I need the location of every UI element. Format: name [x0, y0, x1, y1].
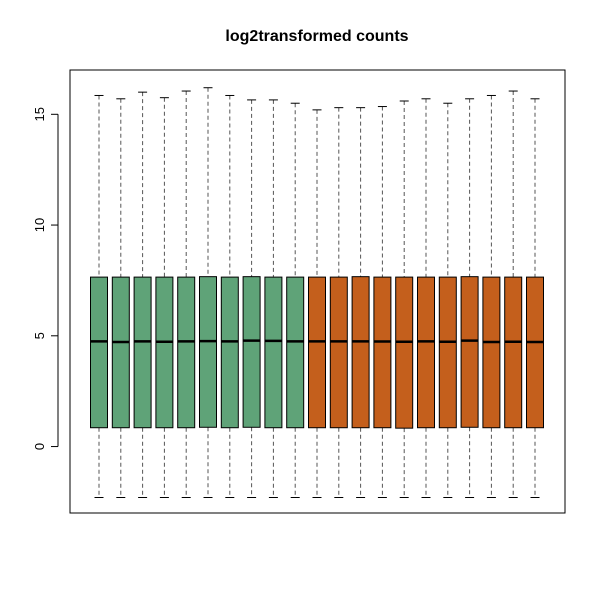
box-iqr: [351, 276, 370, 429]
box-2: [111, 98, 130, 498]
box-iqr: [133, 276, 152, 429]
plot-frame: [69, 69, 566, 514]
y-tick-label: 5: [32, 332, 47, 339]
box-7: [220, 94, 239, 498]
box-15: [395, 100, 414, 498]
box-1: [90, 94, 108, 498]
box-iqr: [286, 276, 305, 429]
box-19: [482, 94, 501, 498]
box-14: [373, 106, 392, 498]
box-iqr: [482, 276, 501, 429]
box-16: [417, 98, 435, 498]
box-12: [329, 107, 348, 498]
box-8: [242, 99, 261, 498]
y-axis: 0 5 10 15: [32, 107, 59, 450]
box-iqr: [199, 276, 217, 428]
box-17: [438, 102, 457, 498]
box-10: [286, 102, 305, 498]
box-iqr: [460, 276, 479, 428]
y-tick-label: 10: [32, 218, 47, 232]
box-iqr: [329, 276, 348, 429]
box-6: [199, 87, 217, 498]
box-iqr: [526, 276, 544, 429]
box-iqr: [373, 276, 392, 429]
box-iqr: [220, 276, 239, 429]
box-iqr: [90, 276, 108, 429]
box-3: [133, 91, 152, 498]
box-5: [177, 90, 196, 498]
box-iqr: [395, 276, 414, 429]
box-13: [351, 107, 370, 498]
box-iqr: [438, 276, 457, 429]
box-iqr: [111, 276, 130, 429]
box-iqr: [504, 276, 523, 429]
y-tick-label: 0: [32, 443, 47, 450]
box-9: [264, 99, 283, 498]
box-iqr: [155, 276, 174, 429]
box-iqr: [177, 276, 196, 429]
box-4: [155, 97, 174, 498]
boxes-group: [90, 87, 544, 498]
box-20: [504, 90, 523, 498]
box-iqr: [308, 276, 326, 429]
box-18: [460, 98, 479, 498]
box-iqr: [242, 276, 261, 428]
y-tick-label: 15: [32, 107, 47, 121]
box-iqr: [264, 276, 283, 429]
box-11: [308, 109, 326, 498]
chart-title: log2transformed counts: [225, 28, 408, 45]
box-iqr: [417, 276, 435, 429]
box-21: [526, 98, 544, 498]
